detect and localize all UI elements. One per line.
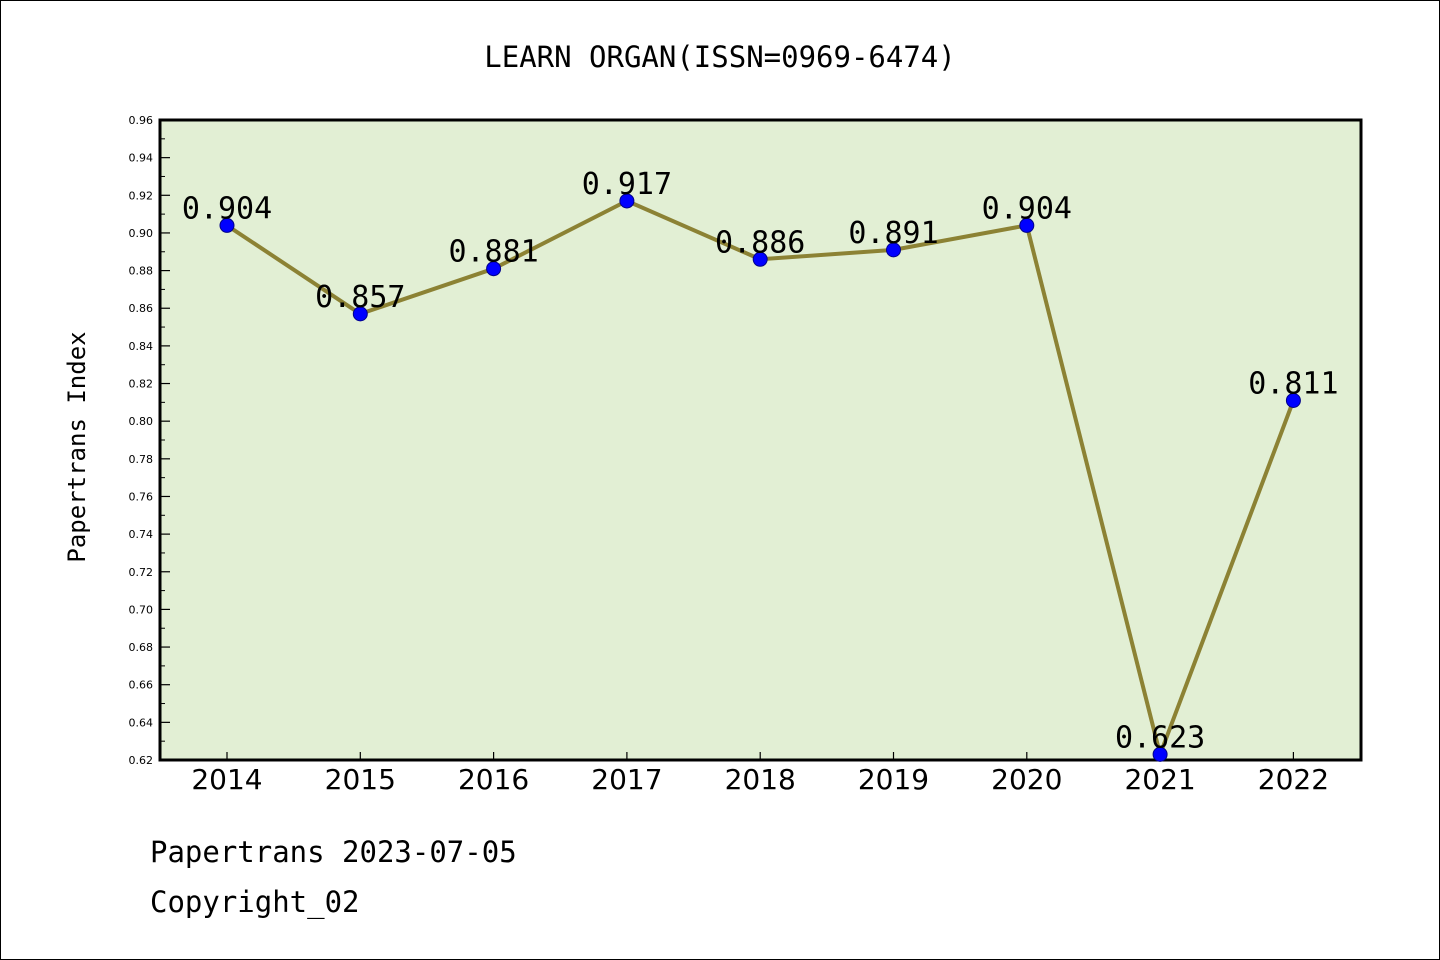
x-tick-label: 2022	[1258, 763, 1329, 796]
x-tick-label: 2019	[858, 763, 929, 796]
y-tick-label: 0.78	[129, 453, 154, 466]
data-point	[1019, 217, 1035, 233]
data-label: 0.891	[848, 216, 938, 251]
y-tick-label: 0.64	[129, 716, 154, 729]
footer-copyright: Copyright_02	[150, 885, 360, 919]
x-tick-label: 2017	[591, 763, 662, 796]
x-tick-label: 2015	[325, 763, 396, 796]
data-label: 0.904	[982, 191, 1072, 226]
y-tick-label: 0.82	[129, 378, 154, 391]
y-axis: 0.62 0.64 0.66 0.68 0.70 0.72 0.74 0.76 0.78 0.80…	[129, 114, 170, 767]
data-point	[352, 306, 368, 322]
data-point	[619, 193, 635, 209]
data-label: 0.857	[315, 280, 405, 315]
chart-title: LEARN ORGAN(ISSN=0969-6474)	[484, 40, 955, 74]
x-tick-label: 2018	[725, 763, 796, 796]
y-tick-label: 0.94	[129, 152, 154, 165]
y-tick-label: 0.86	[129, 302, 154, 315]
y-tick-label: 0.68	[129, 641, 154, 654]
data-labels: 0.904 0.857 0.881 0.917 0.886 0.891 0.904 0.623…	[182, 167, 1339, 755]
data-label: 0.881	[448, 235, 538, 270]
footer-date: Papertrans 2023-07-05	[150, 835, 517, 869]
plot-area	[158, 118, 1363, 762]
x-tick-label: 2014	[191, 763, 262, 796]
data-point	[1285, 392, 1301, 408]
y-tick-label: 0.88	[129, 265, 154, 278]
data-label: 0.623	[1115, 720, 1205, 755]
series-markers	[219, 193, 1301, 762]
y-tick-label: 0.84	[129, 340, 154, 353]
data-label: 0.904	[182, 191, 272, 226]
x-tick-label: 2020	[991, 763, 1062, 796]
y-tick-label: 0.76	[129, 490, 154, 503]
data-point	[486, 261, 502, 277]
y-tick-label: 0.74	[129, 528, 154, 541]
data-label: 0.917	[582, 167, 672, 202]
data-point	[886, 242, 901, 258]
y-tick-label: 0.90	[129, 227, 154, 240]
data-label: 0.811	[1248, 366, 1338, 401]
y-tick-label: 0.92	[129, 189, 154, 202]
data-point	[219, 217, 235, 233]
data-label: 0.886	[715, 225, 805, 260]
data-point	[1152, 746, 1168, 762]
x-tick-label: 2021	[1124, 763, 1195, 796]
y-tick-label: 0.62	[129, 754, 154, 767]
x-tick-label: 2016	[458, 763, 529, 796]
y-tick-label: 0.96	[129, 114, 154, 127]
x-axis: 2014 2015 2016 2017 2018 2019 2020 2021 2022	[191, 752, 1329, 796]
y-tick-label: 0.80	[129, 415, 154, 428]
y-axis-label: Papertrans Index	[63, 331, 91, 562]
y-tick-label: 0.70	[129, 603, 154, 616]
y-tick-label: 0.66	[129, 679, 154, 692]
y-tick-label: 0.72	[129, 566, 154, 579]
data-point	[752, 251, 768, 267]
